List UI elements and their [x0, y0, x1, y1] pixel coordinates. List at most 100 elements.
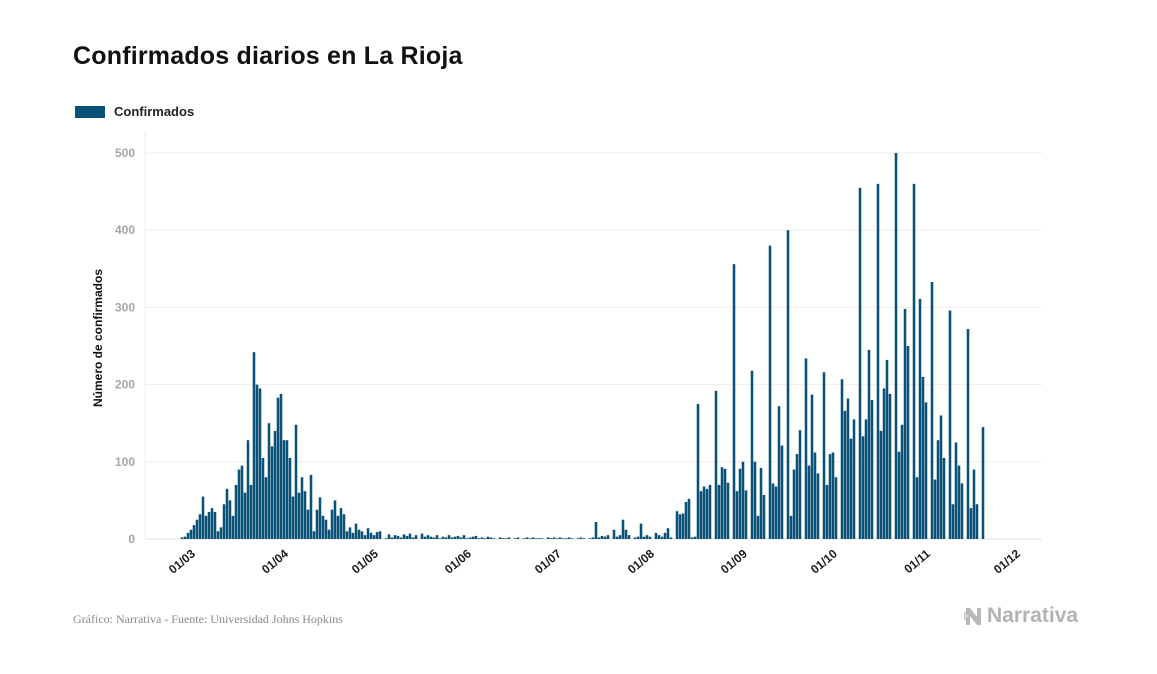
chart-title: Confirmados diarios en La Rioja	[73, 42, 463, 70]
bar	[330, 509, 334, 539]
bar	[327, 529, 331, 539]
bar	[360, 531, 364, 539]
bar	[219, 527, 223, 539]
bar	[207, 511, 211, 539]
bar	[879, 430, 883, 539]
bar	[555, 538, 559, 539]
bar	[231, 515, 235, 539]
bar	[210, 508, 214, 539]
bar	[237, 469, 241, 539]
bar	[183, 536, 187, 539]
bar	[588, 538, 592, 539]
bar	[867, 349, 871, 539]
bar	[345, 531, 349, 539]
bars	[180, 153, 985, 540]
bar	[432, 537, 436, 539]
bar	[594, 522, 598, 539]
bar	[234, 484, 238, 539]
bar	[699, 491, 703, 539]
gridlines: 0 100 200 300 400 500	[115, 133, 1042, 546]
bar	[513, 538, 517, 539]
bar	[918, 298, 922, 539]
bar	[774, 486, 778, 539]
x-tick-label: 01/12	[991, 546, 1023, 576]
bar	[858, 187, 862, 540]
bar	[597, 537, 601, 539]
bar	[252, 352, 256, 539]
bar	[552, 537, 556, 539]
bar	[300, 477, 304, 539]
bar	[279, 393, 283, 539]
bar	[777, 406, 781, 539]
bar	[468, 537, 472, 539]
bar	[618, 535, 622, 539]
bar	[846, 398, 850, 539]
bar	[657, 535, 661, 539]
bar	[435, 535, 439, 539]
bar	[531, 537, 535, 539]
x-tick-label: 01/05	[349, 546, 381, 576]
bar	[804, 358, 808, 539]
bar	[576, 538, 580, 539]
x-tick-label: 01/10	[808, 546, 840, 576]
y-tick-label: 100	[115, 455, 135, 469]
bar	[450, 537, 454, 539]
bar	[852, 419, 856, 539]
bar	[930, 281, 934, 539]
bar	[723, 468, 727, 539]
bar	[393, 535, 397, 539]
bar	[834, 477, 838, 539]
y-tick-label: 500	[115, 146, 135, 160]
bar	[384, 538, 388, 539]
bar	[540, 538, 544, 539]
bar	[525, 537, 529, 539]
bar	[474, 535, 478, 539]
bar	[387, 534, 391, 539]
bar	[285, 440, 289, 539]
bar	[633, 537, 637, 539]
bar	[216, 531, 220, 539]
bar	[690, 537, 694, 539]
bar	[390, 537, 394, 539]
bar	[816, 473, 820, 539]
bar	[753, 461, 757, 539]
bar	[342, 514, 346, 539]
bar	[762, 495, 766, 539]
x-tick-label: 01/11	[901, 546, 933, 576]
bar	[438, 538, 442, 539]
bar	[303, 491, 307, 539]
bar	[771, 483, 775, 539]
bar	[942, 457, 946, 539]
bar	[951, 504, 955, 539]
bar	[759, 467, 763, 539]
bar	[414, 535, 418, 539]
bar	[732, 264, 736, 539]
bar	[639, 523, 643, 539]
bar	[267, 423, 271, 539]
bar	[498, 537, 502, 539]
bar	[660, 536, 664, 539]
bar	[426, 535, 430, 539]
bar	[813, 452, 817, 539]
bar	[402, 534, 406, 539]
bar	[516, 537, 520, 539]
bar	[924, 402, 928, 539]
bar	[885, 359, 889, 539]
bar	[315, 509, 319, 539]
bar	[912, 183, 916, 539]
bar	[492, 538, 496, 539]
bar	[702, 486, 706, 539]
bar	[744, 490, 748, 539]
bar	[687, 498, 691, 539]
bar	[354, 523, 358, 539]
legend-swatch	[75, 105, 105, 118]
bar	[240, 465, 244, 539]
bar	[870, 400, 874, 539]
bar	[810, 394, 814, 539]
bar	[981, 427, 985, 539]
bar	[888, 393, 892, 539]
x-tick-label: 01/07	[532, 546, 564, 576]
bar	[807, 465, 811, 539]
bar	[612, 529, 616, 539]
bar	[477, 538, 481, 539]
